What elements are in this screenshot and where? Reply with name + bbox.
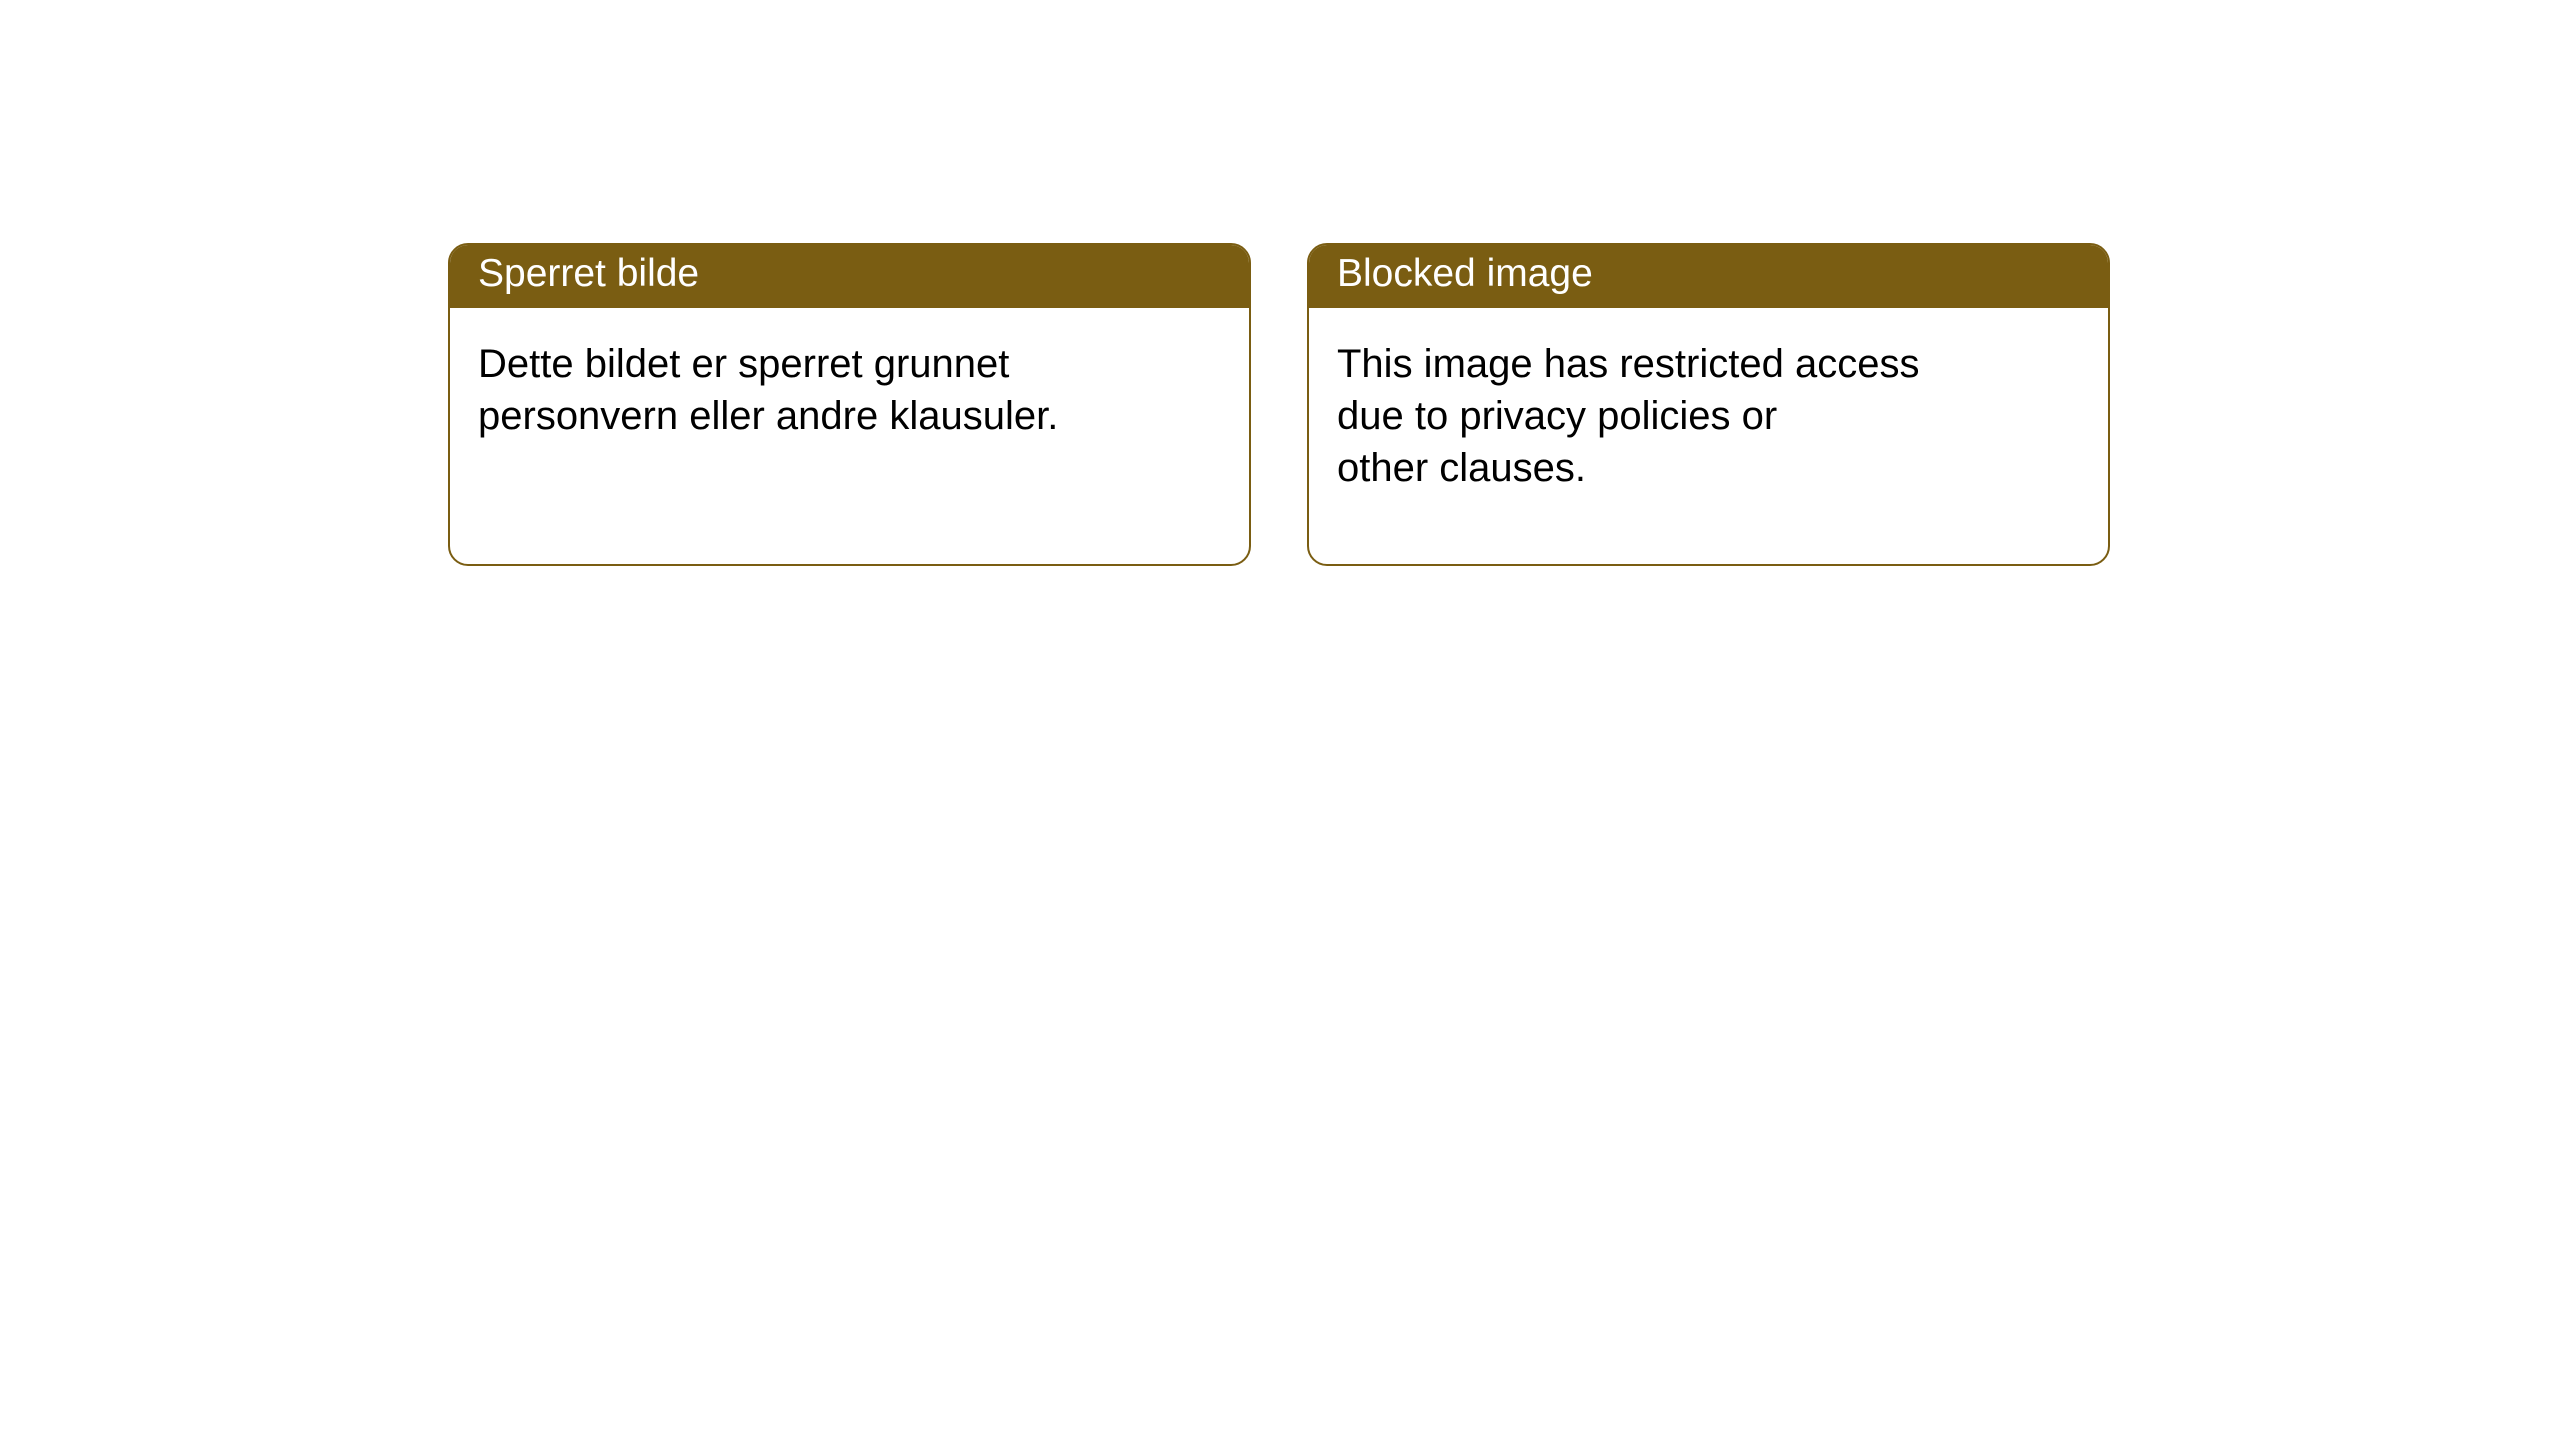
notice-card-body: Dette bildet er sperret grunnet personve… [450, 308, 1249, 512]
notice-card-english: Blocked image This image has restricted … [1307, 243, 2110, 566]
notice-card-header: Blocked image [1309, 245, 2108, 308]
notice-cards-container: Sperret bilde Dette bildet er sperret gr… [0, 0, 2560, 566]
notice-card-body: This image has restricted access due to … [1309, 308, 2108, 564]
notice-card-norwegian: Sperret bilde Dette bildet er sperret gr… [448, 243, 1251, 566]
notice-card-header: Sperret bilde [450, 245, 1249, 308]
